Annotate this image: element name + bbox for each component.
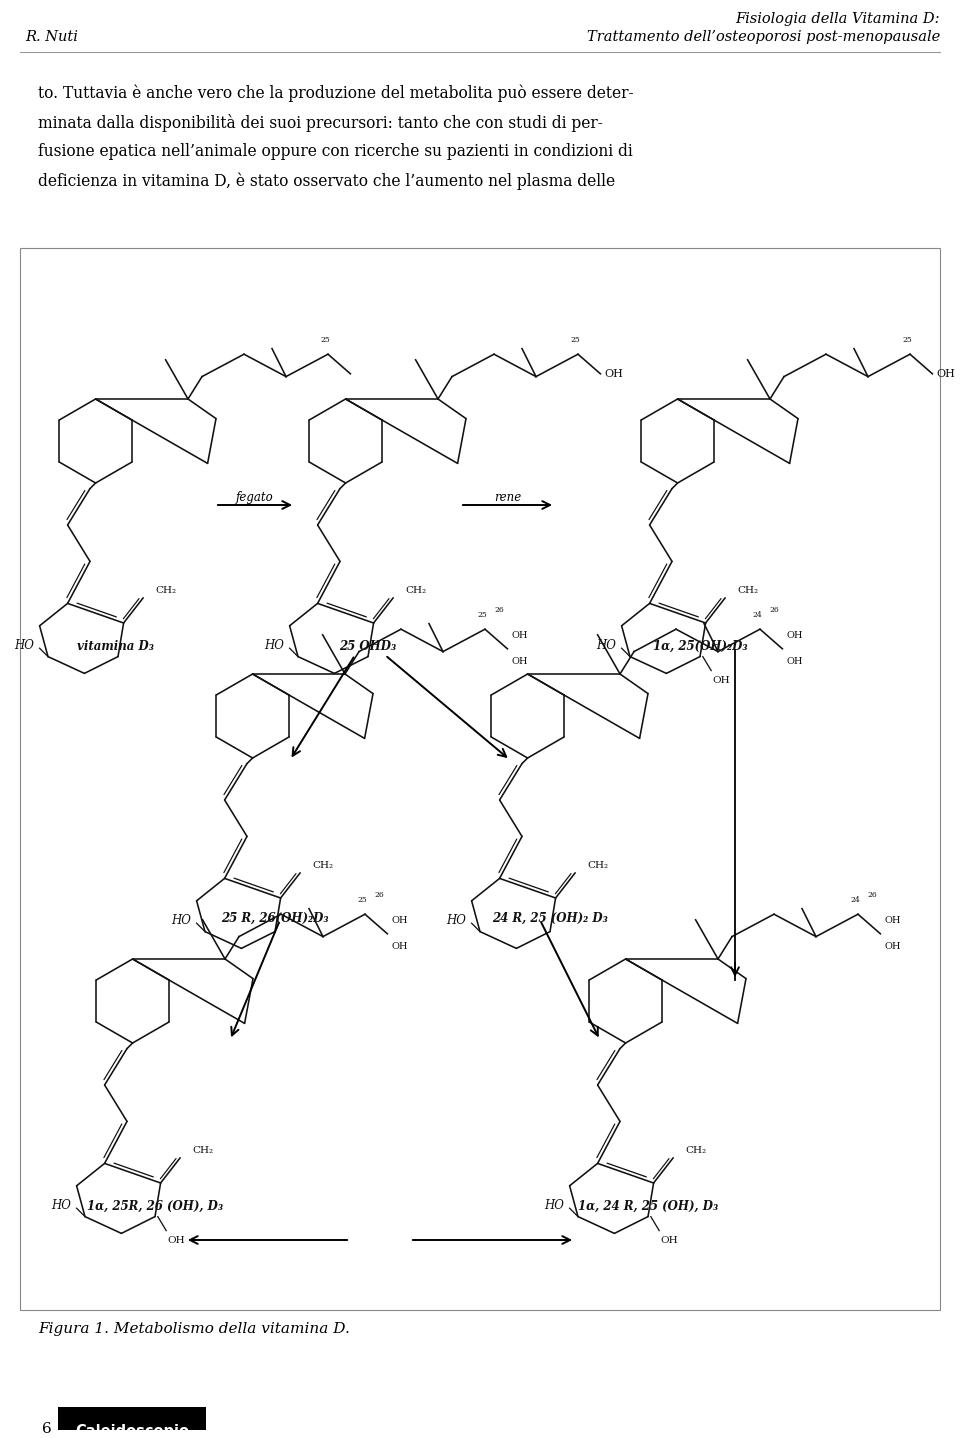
Text: 24: 24	[851, 896, 860, 905]
Text: CH₂: CH₂	[738, 587, 759, 595]
Text: vitamina D₃: vitamina D₃	[77, 640, 154, 653]
Text: CH₂: CH₂	[685, 1146, 707, 1155]
Text: rene: rene	[493, 490, 521, 503]
Text: HO: HO	[171, 915, 191, 928]
Text: CH₂: CH₂	[406, 587, 427, 595]
Text: 25: 25	[321, 336, 330, 344]
Text: 25: 25	[570, 336, 580, 344]
Text: OH: OH	[168, 1237, 185, 1245]
Text: 24: 24	[753, 611, 762, 620]
Text: minata dalla disponibilità dei suoi precursori: tanto che con studi di per-: minata dalla disponibilità dei suoi prec…	[38, 114, 603, 132]
Text: HO: HO	[544, 1199, 564, 1212]
Text: CH₂: CH₂	[588, 861, 609, 870]
Text: 25: 25	[477, 611, 487, 620]
Text: 26: 26	[867, 890, 876, 899]
Text: OH: OH	[512, 657, 528, 666]
Text: OH: OH	[937, 368, 955, 378]
Text: 25 OHD₃: 25 OHD₃	[340, 640, 396, 653]
Text: OH: OH	[786, 631, 804, 640]
Text: CH₂: CH₂	[193, 1146, 214, 1155]
Text: OH: OH	[605, 368, 623, 378]
Text: HO: HO	[14, 638, 34, 651]
Text: fusione epatica nell’animale oppure con ricerche su pazienti in condizioni di: fusione epatica nell’animale oppure con …	[38, 142, 633, 160]
Text: OH: OH	[660, 1237, 678, 1245]
Text: OH: OH	[786, 657, 804, 666]
Text: CH₂: CH₂	[313, 861, 334, 870]
Text: fegato: fegato	[236, 490, 274, 503]
Text: 24 R, 25 (OH)₂ D₃: 24 R, 25 (OH)₂ D₃	[492, 912, 608, 925]
Text: OH: OH	[884, 916, 901, 926]
Text: OH: OH	[512, 631, 528, 640]
Bar	[20, 247, 940, 1310]
Text: to. Tuttavia è anche vero che la produzione del metabolita può essere deter-: to. Tuttavia è anche vero che la produzi…	[38, 85, 634, 102]
Text: OH: OH	[392, 942, 408, 951]
FancyBboxPatch shape	[58, 1406, 206, 1429]
Text: 1α, 25R, 26 (OH), D₃: 1α, 25R, 26 (OH), D₃	[87, 1199, 223, 1214]
Text: 1α, 25(OH)₂D₃: 1α, 25(OH)₂D₃	[653, 640, 747, 653]
Text: HO: HO	[596, 638, 616, 651]
Text: deficienza in vitamina D, è stato osservato che l’aumento nel plasma delle: deficienza in vitamina D, è stato osserv…	[38, 173, 615, 190]
Text: Trattamento dell’osteoporosi post-menopausale: Trattamento dell’osteoporosi post-menopa…	[587, 30, 940, 45]
Text: 6: 6	[42, 1422, 52, 1437]
Text: HO: HO	[446, 915, 466, 928]
Text: Figura 1. Metabolismo della vitamina D.: Figura 1. Metabolismo della vitamina D.	[38, 1322, 349, 1336]
Text: OH: OH	[392, 916, 408, 926]
Text: 26: 26	[769, 605, 779, 614]
Text: OH: OH	[884, 942, 901, 951]
Text: OH: OH	[712, 676, 731, 684]
Text: 25: 25	[357, 896, 367, 905]
Text: Caleidoscopio: Caleidoscopio	[75, 1424, 189, 1438]
Text: Fisiologia della Vitamina D:: Fisiologia della Vitamina D:	[735, 12, 940, 26]
Text: HO: HO	[264, 638, 284, 651]
Text: 1α, 24 R, 25 (OH), D₃: 1α, 24 R, 25 (OH), D₃	[578, 1199, 718, 1214]
Text: CH₂: CH₂	[156, 587, 177, 595]
Text: 26: 26	[494, 605, 504, 614]
Text: 26: 26	[374, 890, 384, 899]
Text: R. Nuti: R. Nuti	[25, 30, 78, 45]
Text: 25 R, 26(OH)₂D₃: 25 R, 26(OH)₂D₃	[221, 912, 328, 925]
Text: HO: HO	[51, 1199, 71, 1212]
Text: 25: 25	[902, 336, 912, 344]
